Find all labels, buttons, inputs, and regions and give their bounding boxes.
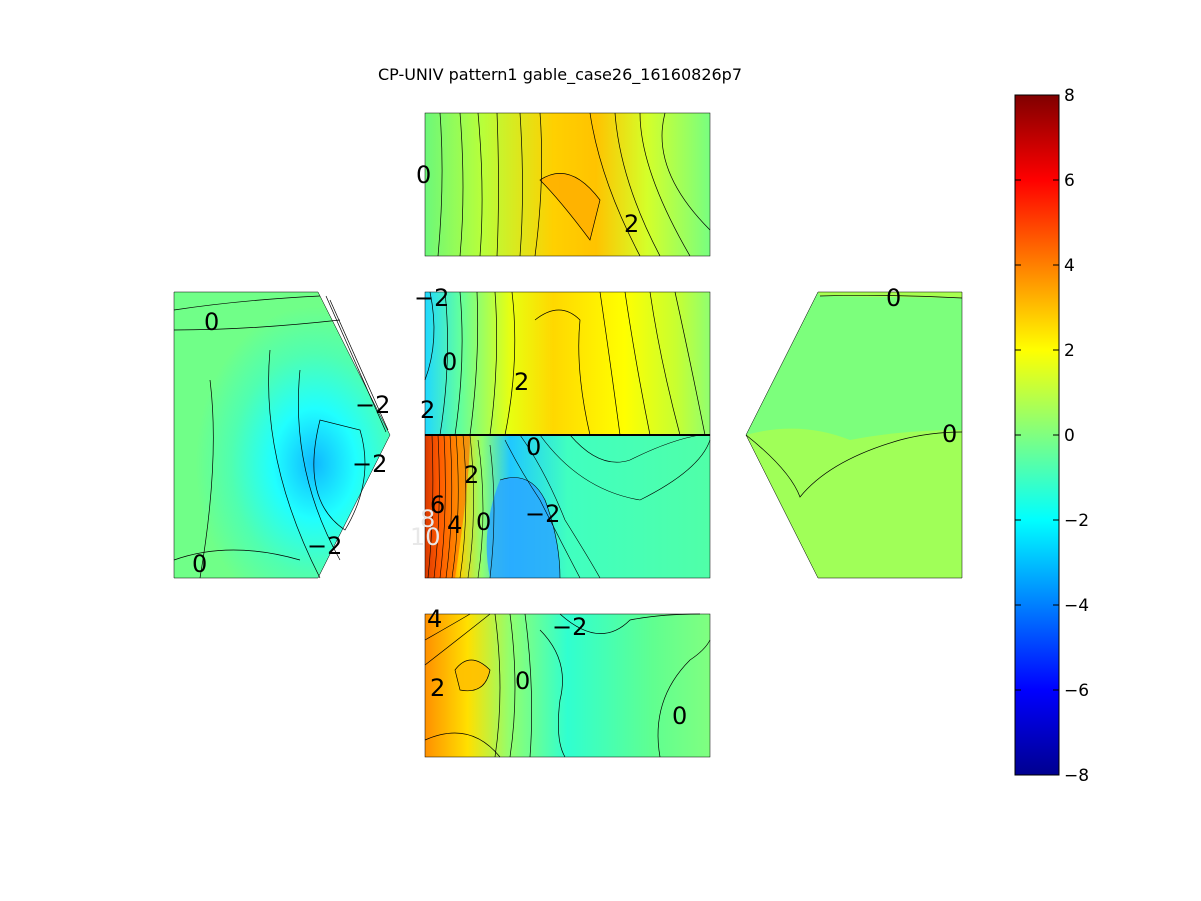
colorbar-tick-label: −8 <box>1064 766 1089 786</box>
contour-label: 0 <box>192 550 207 578</box>
contour-label: −2 <box>355 391 390 419</box>
contour-label: 0 <box>442 348 457 376</box>
contour-label: 0 <box>672 702 687 730</box>
contour-label: 2 <box>624 210 639 238</box>
panel-roof-upper: −2 0 2 2 <box>414 284 711 436</box>
contour-label: −2 <box>552 613 587 641</box>
panel-left-gable: 0 −2 −2 −2 0 <box>173 291 390 579</box>
colorbar-tick-label: −4 <box>1064 596 1089 616</box>
colorbar-tick-label: −6 <box>1064 681 1089 701</box>
contour-label: 4 <box>427 605 442 633</box>
contour-label: 0 <box>886 284 901 312</box>
panel-right-gable: 0 0 <box>745 284 963 579</box>
contour-label: 2 <box>420 396 435 424</box>
contour-label: −2 <box>352 450 387 478</box>
contour-label: 0 <box>416 161 431 189</box>
contour-label: 2 <box>464 461 479 489</box>
panel-roof-lower: 0 2 6 8 10 4 0 −2 <box>410 433 711 579</box>
colorbar-tick-label: 0 <box>1064 426 1075 446</box>
contour-label: −2 <box>414 284 449 312</box>
contour-label: 0 <box>515 667 530 695</box>
contour-label: −2 <box>307 532 342 560</box>
contour-label: 4 <box>447 511 462 539</box>
colorbar-tick-label: 2 <box>1064 341 1075 361</box>
colorbar-tick-label: 6 <box>1064 171 1075 191</box>
colorbar: 8 6 4 2 0 −2 −4 −6 −8 <box>1014 86 1089 786</box>
chart-title: CP-UNIV pattern1 gable_case26_16160826p7 <box>378 65 742 85</box>
contour-label: 0 <box>204 308 219 336</box>
contour-label: 8 <box>420 505 435 533</box>
contour-label: 2 <box>430 674 445 702</box>
panel-top-wall: 0 2 <box>416 112 711 257</box>
colorbar-tick-label: 8 <box>1064 86 1075 106</box>
contour-label: 2 <box>514 368 529 396</box>
colorbar-tick-label: −2 <box>1064 511 1089 531</box>
contour-label: 0 <box>942 420 957 448</box>
contour-label: −2 <box>525 500 560 528</box>
contour-label: 0 <box>526 433 541 461</box>
colorbar-tick-label: 4 <box>1064 256 1075 276</box>
contour-label: 0 <box>476 508 491 536</box>
contour-label: 6 <box>430 491 445 519</box>
panel-bottom-wall: 4 −2 2 0 0 <box>424 605 711 758</box>
colorbar-gradient <box>1014 94 1060 776</box>
contour-label: 10 <box>410 523 441 551</box>
colorbar-ticks: 8 6 4 2 0 −2 −4 −6 −8 <box>1015 86 1089 786</box>
